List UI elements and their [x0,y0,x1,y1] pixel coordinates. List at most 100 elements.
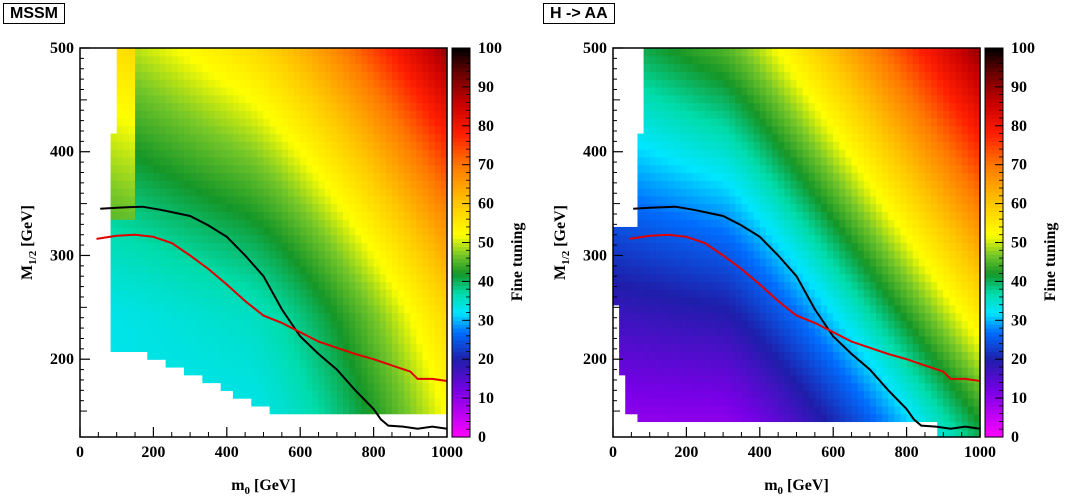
heatmap-cell [324,180,332,189]
heatmap-cell [839,133,847,142]
heatmap-cell [698,79,706,88]
heatmap-cell [772,351,779,360]
heatmap-cell [796,55,804,65]
heatmap-cell [655,156,663,166]
heatmap-cell [747,304,755,314]
heatmap-cell [710,195,718,205]
heatmap-cell [196,71,203,80]
heatmap-cell [391,234,399,244]
heatmap-cell [281,125,289,135]
heatmap-cell [716,133,724,142]
heatmap-cell [306,219,314,228]
heatmap-cell [398,335,405,345]
heatmap-cell [686,141,694,150]
heatmap-cell [416,55,424,65]
heatmap-cell [637,359,645,368]
heatmap-cell [894,328,902,337]
heatmap-cell [716,296,724,306]
heatmap-cell [674,250,681,259]
heatmap-cell [153,118,161,127]
heatmap-cell [643,172,651,181]
heatmap-cell [349,211,356,220]
heatmap-cell [735,164,743,174]
heatmap-cell [196,366,203,376]
heatmap-cell [324,398,332,407]
heatmap-cell [404,156,411,166]
heatmap-cell [294,71,301,80]
heatmap-cell [208,203,216,212]
heatmap-cell [655,55,663,65]
heatmap-cell [110,289,118,298]
heatmap-cell [404,359,411,368]
heatmap-cell [355,289,362,298]
heatmap-cell [649,211,657,220]
heatmap-cell [851,48,859,57]
heatmap-cell [704,304,712,314]
heatmap-cell [790,413,798,423]
heatmap-cell [245,250,252,259]
heatmap-cell [845,79,853,88]
heatmap-cell [294,102,301,111]
heatmap-cell [882,79,889,88]
heatmap-cell [876,242,883,251]
heatmap-cell [808,296,816,306]
heatmap-cell [398,312,405,321]
heatmap-cell [912,164,920,174]
heatmap-cell [428,55,436,65]
colorbar-band [452,149,470,154]
heatmap-cell [894,102,902,111]
heatmap-cell [373,164,381,174]
heatmap-cell [263,102,271,111]
heatmap-cell [649,118,657,127]
heatmap-cell [306,366,314,376]
heatmap-cell [747,195,755,205]
heatmap-cell [257,149,265,158]
heatmap-cell [202,141,210,150]
heatmap-cell [404,273,411,282]
heatmap-cell [741,55,749,65]
heatmap-cell [404,219,411,228]
heatmap-cell [153,195,161,205]
heatmap-cell [232,265,240,275]
heatmap-cell [869,172,877,181]
heatmap-cell [906,180,914,189]
heatmap-cell [863,118,871,127]
heatmap-cell [440,211,448,220]
heatmap-cell [404,335,411,345]
heatmap-cell [900,48,908,57]
heatmap-cell [661,118,669,127]
heatmap-cell [876,343,883,353]
heatmap-cell [239,71,246,80]
heatmap-cell [214,328,222,337]
heatmap-cell [226,164,234,174]
heatmap-cell [202,335,210,345]
heatmap-cell [820,180,828,189]
heatmap-cell [398,242,405,251]
heatmap-cell [686,195,694,205]
heatmap-cell [661,226,669,236]
heatmap-cell [159,265,167,275]
heatmap-cell [906,102,914,111]
heatmap-cell [294,203,301,212]
colorbar-band [452,390,470,395]
heatmap-cell [226,118,234,127]
heatmap-cell [820,211,828,220]
heatmap-cell [214,258,222,267]
heatmap-cell [208,118,216,127]
heatmap-cell [759,405,767,415]
heatmap-cell [814,398,822,407]
heatmap-cell [710,234,718,244]
heatmap-cell [643,102,651,111]
heatmap-cell [190,273,197,282]
heatmap-cell [330,133,338,142]
heatmap-cell [318,374,326,384]
heatmap-cell [729,328,736,337]
heatmap-cell [183,265,191,275]
heatmap-cell [900,79,908,88]
heatmap-cell [391,312,399,321]
heatmap-cell [135,234,142,244]
heatmap-cell [294,312,301,321]
heatmap-cell [324,289,332,298]
heatmap-cell [251,133,258,142]
heatmap-cell [619,281,626,290]
